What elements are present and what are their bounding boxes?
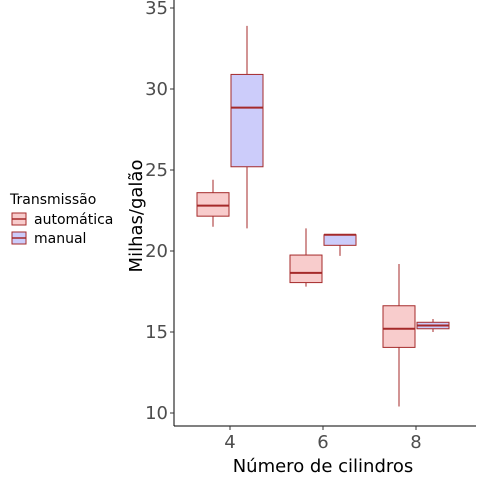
- boxes-layer: [196, 25, 450, 407]
- y-tick-label: 15: [145, 322, 168, 343]
- box-manual-6: [323, 233, 357, 256]
- y-axis-title: Milhas/galão: [126, 160, 147, 273]
- box-manual-8: [416, 319, 450, 332]
- box-body: [196, 192, 230, 217]
- y-tick-label: 25: [145, 160, 168, 181]
- y-tick-label: 30: [145, 79, 168, 100]
- legend-key-automática: automática: [11, 212, 113, 228]
- legend-label: manual: [34, 231, 86, 247]
- box-body: [382, 305, 416, 348]
- legend: Transmissão automática manual: [9, 192, 113, 247]
- box-body: [323, 234, 357, 246]
- box-automática-8: [382, 263, 416, 407]
- box-manual-4: [230, 25, 264, 229]
- box-automática-6: [289, 228, 323, 287]
- y-tick-label: 20: [145, 241, 168, 262]
- x-tick-label: 8: [410, 432, 421, 453]
- y-tick-label: 35: [145, 0, 168, 19]
- box-body: [230, 73, 264, 168]
- y-tick-label: 10: [145, 403, 168, 424]
- x-axis-title: Número de cilindros: [233, 456, 414, 477]
- x-tick-label: 4: [224, 432, 235, 453]
- legend-title: Transmissão: [9, 192, 96, 208]
- box-automática-4: [196, 179, 230, 227]
- x-tick-label: 6: [317, 432, 328, 453]
- legend-label: automática: [34, 212, 113, 228]
- legend-key-manual: manual: [11, 231, 86, 247]
- axes-layer: 10 15 20 25 30 35 4 6 8 Número de cilindros Milhas…: [126, 0, 476, 477]
- box-body: [289, 254, 323, 284]
